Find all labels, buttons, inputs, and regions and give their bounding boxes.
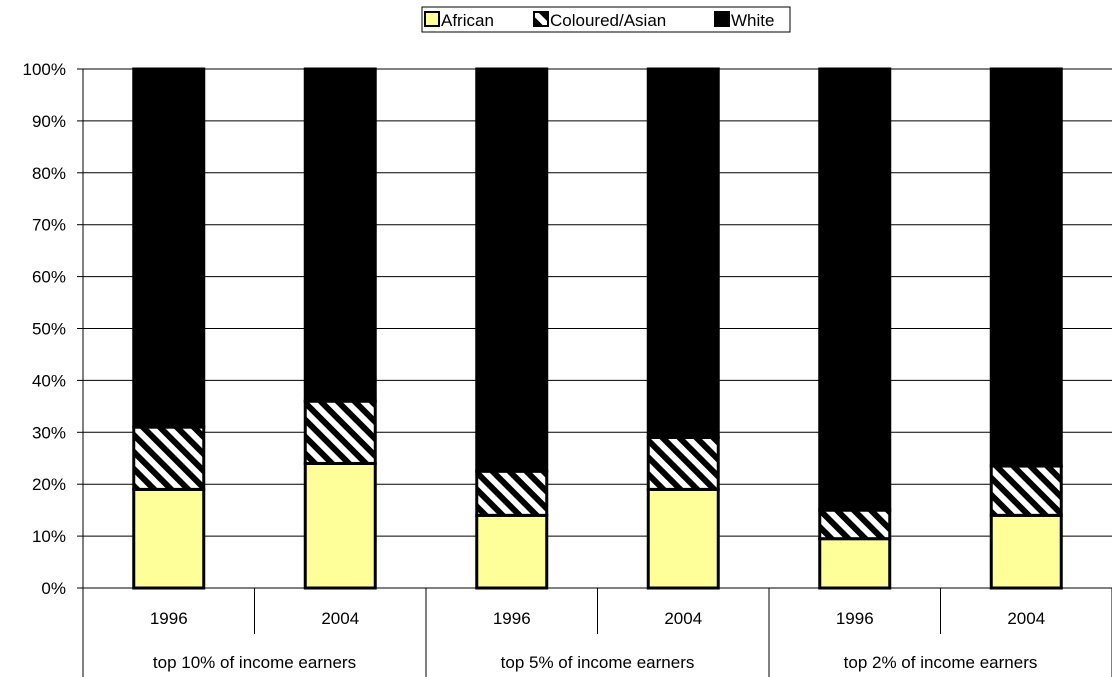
bar-segment-coloured-asian bbox=[989, 464, 1063, 517]
bar-segment-white bbox=[646, 67, 720, 439]
legend-label-coloured-asian: Coloured/Asian bbox=[550, 11, 666, 30]
y-tick-label: 90% bbox=[32, 112, 66, 131]
y-tick-label: 50% bbox=[32, 320, 66, 339]
legend-label-white: White bbox=[731, 11, 774, 30]
x-group-label: top 10% of income earners bbox=[153, 653, 356, 672]
x-tick-label: 1996 bbox=[836, 609, 874, 628]
y-tick-label: 80% bbox=[32, 164, 66, 183]
y-tick-label: 30% bbox=[32, 423, 66, 442]
x-tick-label: 2004 bbox=[664, 609, 702, 628]
bar-segment-coloured-asian bbox=[132, 425, 206, 491]
legend-swatch-african bbox=[424, 11, 440, 27]
x-tick-label: 1996 bbox=[150, 609, 188, 628]
legend-label-african: African bbox=[441, 11, 494, 30]
bar-segment-african bbox=[818, 537, 892, 590]
bar-segment-african bbox=[646, 487, 720, 590]
bar-segment-white bbox=[818, 67, 892, 512]
bar-segment-white bbox=[303, 67, 377, 403]
bar-segment-african bbox=[303, 461, 377, 590]
x-axis: 1996 2004 1996 2004 1996 2004 top 10% of incom… bbox=[82, 587, 1112, 677]
bar-segment-coloured-asian bbox=[646, 435, 720, 491]
bar-segment-white bbox=[475, 67, 549, 473]
x-tick-label: 2004 bbox=[1007, 609, 1045, 628]
legend: African Coloured/Asian White bbox=[421, 6, 791, 33]
x-tick-label: 1996 bbox=[493, 609, 531, 628]
y-tick-label: 70% bbox=[32, 216, 66, 235]
bar-segment-coloured-asian bbox=[475, 469, 549, 517]
bars bbox=[132, 67, 1063, 590]
x-group-label: top 2% of income earners bbox=[844, 653, 1038, 672]
legend-swatch-coloured-asian bbox=[533, 11, 549, 27]
bar-segment-white bbox=[132, 67, 206, 429]
y-axis: 0% 10% 20% 30% 40% 50% 60% 70% 80% 90% 100% bbox=[23, 60, 84, 598]
x-tick-label: 2004 bbox=[321, 609, 359, 628]
gridlines bbox=[83, 68, 1112, 589]
x-group-label: top 5% of income earners bbox=[501, 653, 695, 672]
bar-segment-african bbox=[132, 487, 206, 590]
y-tick-label: 60% bbox=[32, 268, 66, 287]
y-tick-label: 20% bbox=[32, 475, 66, 494]
bar-segment-white bbox=[989, 67, 1063, 468]
y-tick-label: 40% bbox=[32, 371, 66, 390]
y-tick-label: 10% bbox=[32, 527, 66, 546]
bar-segment-coloured-asian bbox=[818, 508, 892, 541]
bar-segment-coloured-asian bbox=[303, 399, 377, 465]
bar-segment-african bbox=[989, 513, 1063, 590]
y-tick-label: 0% bbox=[41, 579, 66, 598]
legend-swatch-white bbox=[714, 11, 730, 27]
bar-segment-african bbox=[475, 513, 549, 590]
y-tick-label: 100% bbox=[23, 60, 66, 79]
